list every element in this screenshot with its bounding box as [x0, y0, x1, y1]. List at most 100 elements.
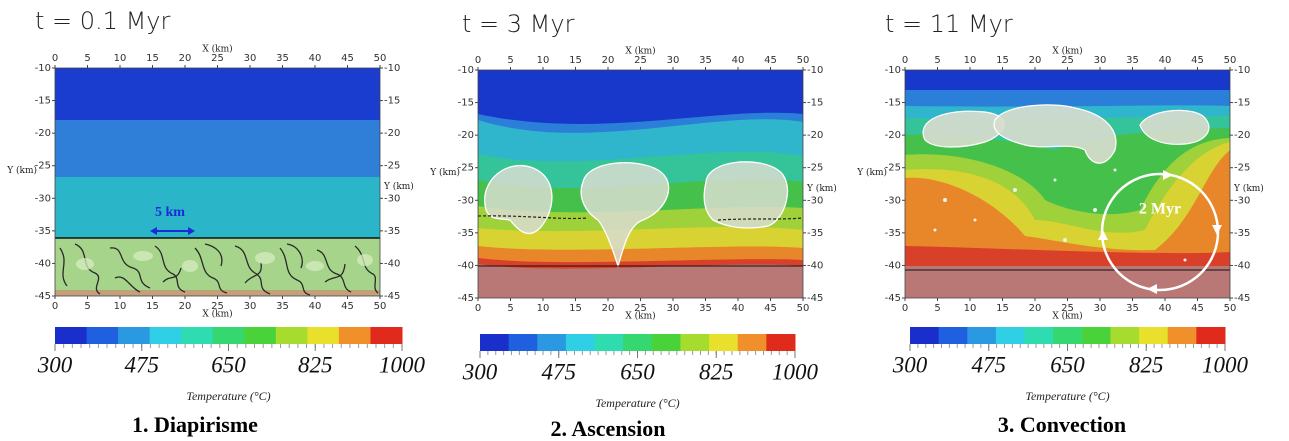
- x-tick-label: 25: [211, 301, 224, 312]
- x-tick-label: 0: [52, 301, 58, 312]
- x-tick-label: 0: [52, 53, 58, 64]
- y-tick-label: -20: [35, 128, 51, 139]
- y-tick-label: -20: [384, 128, 400, 139]
- x-tick-label: 15: [146, 301, 159, 312]
- colorbar-swatch: [181, 327, 214, 344]
- x-tick-label: 5: [934, 303, 940, 314]
- x-tick-label: 30: [1094, 55, 1107, 66]
- y-axis-label: Y (km): [856, 167, 887, 178]
- colorbar-tick-label: 650: [1050, 352, 1085, 377]
- colorbar-swatch: [1081, 327, 1111, 344]
- colorbar-swatch: [651, 334, 681, 351]
- colorbar-tick-label: 1000: [379, 352, 426, 377]
- x-tick-label: 45: [341, 53, 354, 64]
- panel-caption: 2. Ascension: [551, 416, 666, 441]
- x-tick-label: 10: [964, 55, 977, 66]
- x-tick-label: 40: [1159, 303, 1172, 314]
- colorbar-swatch: [1110, 327, 1140, 344]
- colorbar-swatch: [680, 334, 710, 351]
- x-tick-label: 15: [996, 303, 1009, 314]
- colorbar-tick-label: 300: [37, 352, 73, 377]
- x-tick-label: 40: [732, 303, 745, 314]
- y-tick-label: -30: [458, 195, 474, 206]
- x-tick-label: 30: [244, 301, 257, 312]
- y-axis-label: Y (km): [383, 181, 414, 192]
- y-tick-label: -30: [807, 195, 823, 206]
- colorbar-tick-label: 300: [892, 352, 928, 377]
- x-tick-label: 10: [964, 303, 977, 314]
- colorbar-swatch: [910, 327, 940, 344]
- x-tick-label: 35: [1126, 303, 1139, 314]
- colorbar-swatch: [623, 334, 653, 351]
- colorbar-swatch: [244, 327, 277, 344]
- y-tick-label: -35: [885, 228, 901, 239]
- colorbar-swatch: [338, 327, 371, 344]
- colorbar-tick-label: 650: [211, 352, 246, 377]
- y-tick-label: -35: [458, 228, 474, 239]
- colorbar-swatch: [565, 334, 596, 351]
- annotation: 2 Myr: [1139, 201, 1181, 218]
- x-axis-label: X (km): [625, 311, 655, 322]
- colorbar-swatch: [1167, 327, 1197, 344]
- y-tick-label: -35: [384, 226, 400, 237]
- y-tick-label: -40: [384, 258, 400, 269]
- x-tick-label: 0: [475, 55, 481, 66]
- x-tick-label: 30: [667, 55, 680, 66]
- colorbar-swatch: [1024, 327, 1054, 344]
- x-tick-label: 50: [374, 53, 387, 64]
- time-label: t = 0.1 Myr: [35, 7, 170, 35]
- x-tick-label: 35: [276, 301, 289, 312]
- y-tick-label: -20: [458, 130, 474, 141]
- colorbar-swatch: [766, 334, 796, 351]
- x-tick-label: 20: [602, 55, 615, 66]
- colorbar-swatch: [508, 334, 538, 351]
- y-tick-label: -40: [458, 260, 474, 271]
- colorbar-tick-label: 300: [462, 359, 498, 384]
- x-tick-label: 35: [1126, 55, 1139, 66]
- x-axis-label: X (km): [1052, 46, 1082, 57]
- x-axis-label: X (km): [202, 44, 232, 55]
- colorbar-title: Temperature (°C): [1025, 389, 1109, 403]
- x-tick-label: 40: [1159, 55, 1172, 66]
- x-tick-label: 20: [1029, 303, 1042, 314]
- x-tick-label: 10: [114, 301, 127, 312]
- y-tick-label: -45: [1234, 293, 1250, 304]
- colorbar-swatch: [275, 327, 308, 344]
- y-tick-label: -10: [384, 63, 400, 74]
- y-tick-label: -30: [885, 195, 901, 206]
- x-tick-label: 20: [179, 53, 192, 64]
- colorbar-tick-label: 1000: [1202, 352, 1249, 377]
- y-tick-label: -25: [35, 161, 51, 172]
- x-tick-label: 5: [934, 55, 940, 66]
- colorbar-swatch: [1196, 327, 1226, 344]
- x-tick-label: 25: [211, 53, 224, 64]
- x-tick-label: 15: [569, 55, 582, 66]
- y-tick-label: -25: [1234, 163, 1250, 174]
- y-tick-label: -10: [1234, 65, 1250, 76]
- y-tick-label: -35: [35, 226, 51, 237]
- y-tick-label: -15: [458, 98, 474, 109]
- colorbar-tick-label: 825: [699, 359, 734, 384]
- x-tick-label: 20: [1029, 55, 1042, 66]
- colorbar-title: Temperature (°C): [595, 396, 679, 410]
- colorbar-swatch: [212, 327, 245, 344]
- x-axis-label: X (km): [625, 46, 655, 57]
- y-axis-label: Y (km): [6, 165, 37, 176]
- x-tick-label: 50: [374, 301, 387, 312]
- colorbar-tick-label: 475: [542, 359, 577, 384]
- x-tick-label: 40: [732, 55, 745, 66]
- y-tick-label: -25: [384, 161, 400, 172]
- x-tick-label: 5: [507, 303, 513, 314]
- y-tick-label: -10: [885, 65, 901, 76]
- y-tick-label: -30: [35, 193, 51, 204]
- y-tick-label: -15: [885, 98, 901, 109]
- x-tick-label: 35: [699, 303, 712, 314]
- x-tick-label: 45: [1191, 303, 1204, 314]
- x-tick-label: 30: [667, 303, 680, 314]
- colorbar-swatch: [149, 327, 182, 344]
- colorbar-swatch: [938, 327, 968, 344]
- field-panel-3: [905, 70, 1230, 298]
- x-tick-label: 35: [276, 53, 289, 64]
- field-panel-1: [55, 68, 380, 296]
- y-tick-label: -45: [384, 291, 400, 302]
